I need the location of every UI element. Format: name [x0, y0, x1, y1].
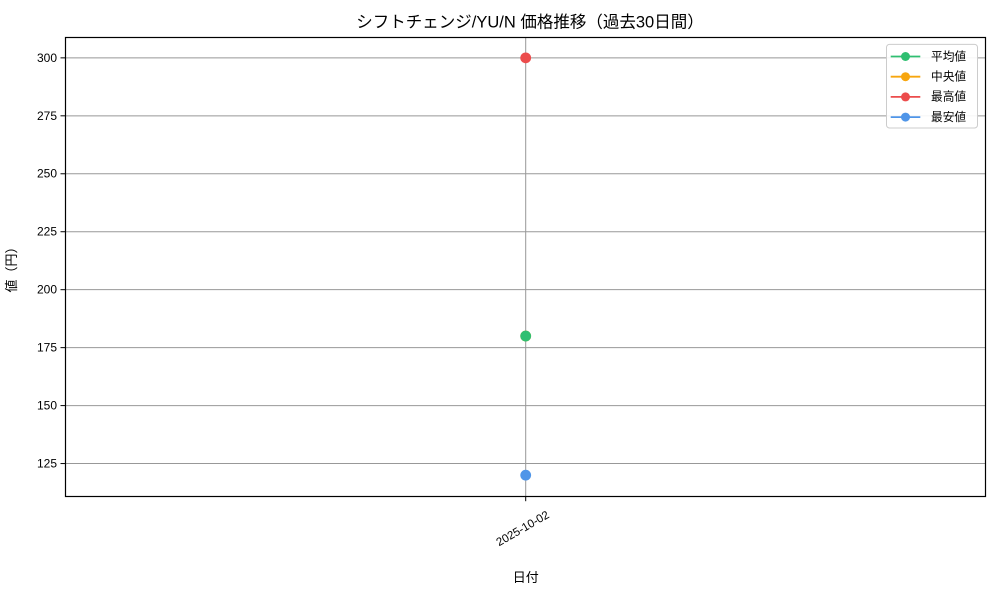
svg-text:300: 300: [37, 51, 57, 65]
svg-text:275: 275: [37, 109, 57, 123]
svg-text:値（円）: 値（円）: [4, 240, 19, 292]
svg-text:中央値: 中央値: [931, 70, 966, 84]
svg-text:日付: 日付: [513, 570, 539, 585]
svg-text:2025-10-02: 2025-10-02: [495, 509, 552, 549]
svg-text:シフトチェンジ/YU/N 価格推移（過去30日間）: シフトチェンジ/YU/N 価格推移（過去30日間）: [356, 13, 703, 32]
svg-text:225: 225: [37, 225, 57, 239]
svg-text:175: 175: [37, 341, 57, 355]
svg-text:200: 200: [37, 283, 57, 297]
svg-text:250: 250: [37, 167, 57, 181]
svg-text:150: 150: [37, 399, 57, 413]
svg-text:125: 125: [37, 457, 57, 471]
svg-text:最高値: 最高値: [931, 90, 966, 104]
svg-text:平均値: 平均値: [931, 49, 966, 63]
svg-text:最安値: 最安値: [931, 110, 966, 124]
